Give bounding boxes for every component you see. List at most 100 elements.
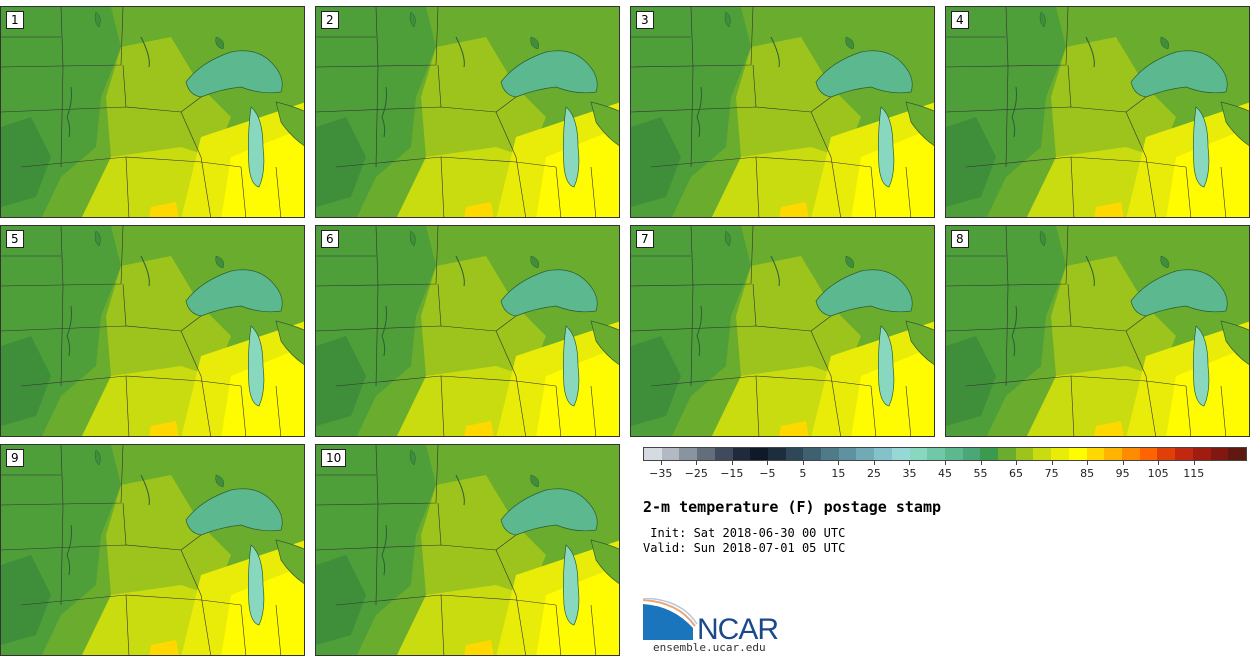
stamp-panel-8: 8 [945,225,1250,437]
colorbar-segment [697,448,715,460]
colorbar-segment [1051,448,1069,460]
colorbar-tick [731,461,733,465]
colorbar-tick-label: −15 [720,467,744,480]
colorbar-segment [821,448,839,460]
colorbar-segment [1015,448,1034,460]
colorbar-tick [1122,461,1124,465]
colorbar-tick-label: 5 [799,467,807,480]
colorbar-tick [660,461,662,465]
stamp-panel-4: 4 [945,6,1250,218]
colorbar-segment [944,448,963,460]
colorbar-tick [909,461,911,465]
temperature-map [946,226,1249,436]
stamp-panel-5: 5 [0,225,305,437]
colorbar-segment [1175,448,1193,460]
temperature-map [316,445,619,655]
stamp-panel-3: 3 [630,6,935,218]
stamp-label: 2 [321,11,339,29]
stamp-label: 8 [951,230,969,248]
logo-text: NCAR [697,613,778,643]
colorbar-segment [679,448,698,460]
stamp-panel-9: 9 [0,444,305,656]
ncar-logo: NCAR [643,598,779,643]
colorbar-segment [785,448,804,460]
stamp-label: 9 [6,449,24,467]
logo-url: ensemble.ucar.edu [653,641,766,654]
colorbar-segment [1068,448,1087,460]
colorbar-segment [1121,448,1140,460]
colorbar-segment [750,448,768,460]
colorbar-tick [1051,461,1053,465]
temperature-map [316,226,619,436]
colorbar-tick-label: 105 [1147,467,1169,480]
colorbar-tick-label: −35 [649,467,673,480]
colorbar-tick [873,461,875,465]
colorbar-segment [874,448,892,460]
colorbar-segment [1192,448,1211,460]
colorbar-tick-label: 35 [902,467,917,480]
colorbar-segment [732,448,751,460]
stamp-panel-10: 10 [315,444,620,656]
colorbar-tick-label: 75 [1044,467,1059,480]
temperature-map [1,7,304,217]
stamp-label: 1 [6,11,24,29]
init-time: Init: Sat 2018-06-30 00 UTC [643,526,846,540]
temperature-map [631,226,934,436]
colorbar-segment [803,448,822,460]
temperature-map [1,226,304,436]
colorbar-segment [838,448,857,460]
colorbar-tick [1158,461,1160,465]
colorbar-segment [980,448,999,460]
colorbar-tick [696,461,698,465]
colorbar-segment [998,448,1016,460]
colorbar-segment [891,448,910,460]
colorbar-segment [1139,448,1158,460]
colorbar-segment [927,448,945,460]
stamp-panel-1: 1 [0,6,305,218]
colorbar-tick [838,461,840,465]
colorbar-segment [1157,448,1176,460]
stamp-label: 7 [636,230,654,248]
colorbar-tick [1087,461,1089,465]
valid-time: Valid: Sun 2018-07-01 05 UTC [643,541,846,555]
colorbar-tick-label: 95 [1115,467,1130,480]
colorbar-tick-label: 85 [1080,467,1095,480]
colorbar-tick-label: −25 [684,467,708,480]
stamp-label: 5 [6,230,24,248]
stamp-label: 6 [321,230,339,248]
colorbar-tick [945,461,946,465]
colorbar-tick [980,461,982,465]
colorbar-tick [1193,461,1195,465]
stamp-panel-2: 2 [315,6,620,218]
colorbar-tick [802,461,804,465]
stamp-panel-6: 6 [315,225,620,437]
colorbar-segment [1033,448,1052,460]
colorbar-segment [644,448,662,460]
colorbar-tick-label: 55 [973,467,988,480]
colorbar-segment [909,448,928,460]
stamp-panel-7: 7 [630,225,935,437]
colorbar-tick-label: 45 [938,467,952,480]
temperature-map [946,7,1249,217]
stamp-label: 4 [951,11,969,29]
colorbar-segment [1104,448,1122,460]
colorbar-tick-label: 25 [866,467,881,480]
temperature-map [631,7,934,217]
colorbar [643,447,1247,461]
stamp-label: 10 [321,449,347,467]
colorbar-tick [767,461,769,465]
colorbar-ticks: −35 −25 −15 −5 5 15 25 35 45 55 65 75 85 95 105 115 [643,461,1247,481]
stamp-label: 3 [636,11,654,29]
colorbar-tick-label: −5 [759,467,776,480]
colorbar-tick-label: 115 [1183,467,1205,480]
colorbar-tick-label: 65 [1009,467,1024,480]
temperature-map [316,7,619,217]
colorbar-segment [1228,448,1246,460]
colorbar-segment [661,448,680,460]
colorbar-segment [1210,448,1229,460]
figure-title: 2-m temperature (F) postage stamp [643,498,942,516]
colorbar-tick [1016,461,1018,465]
colorbar-segment [962,448,981,460]
colorbar-segment [856,448,875,460]
colorbar-segment [1086,448,1105,460]
